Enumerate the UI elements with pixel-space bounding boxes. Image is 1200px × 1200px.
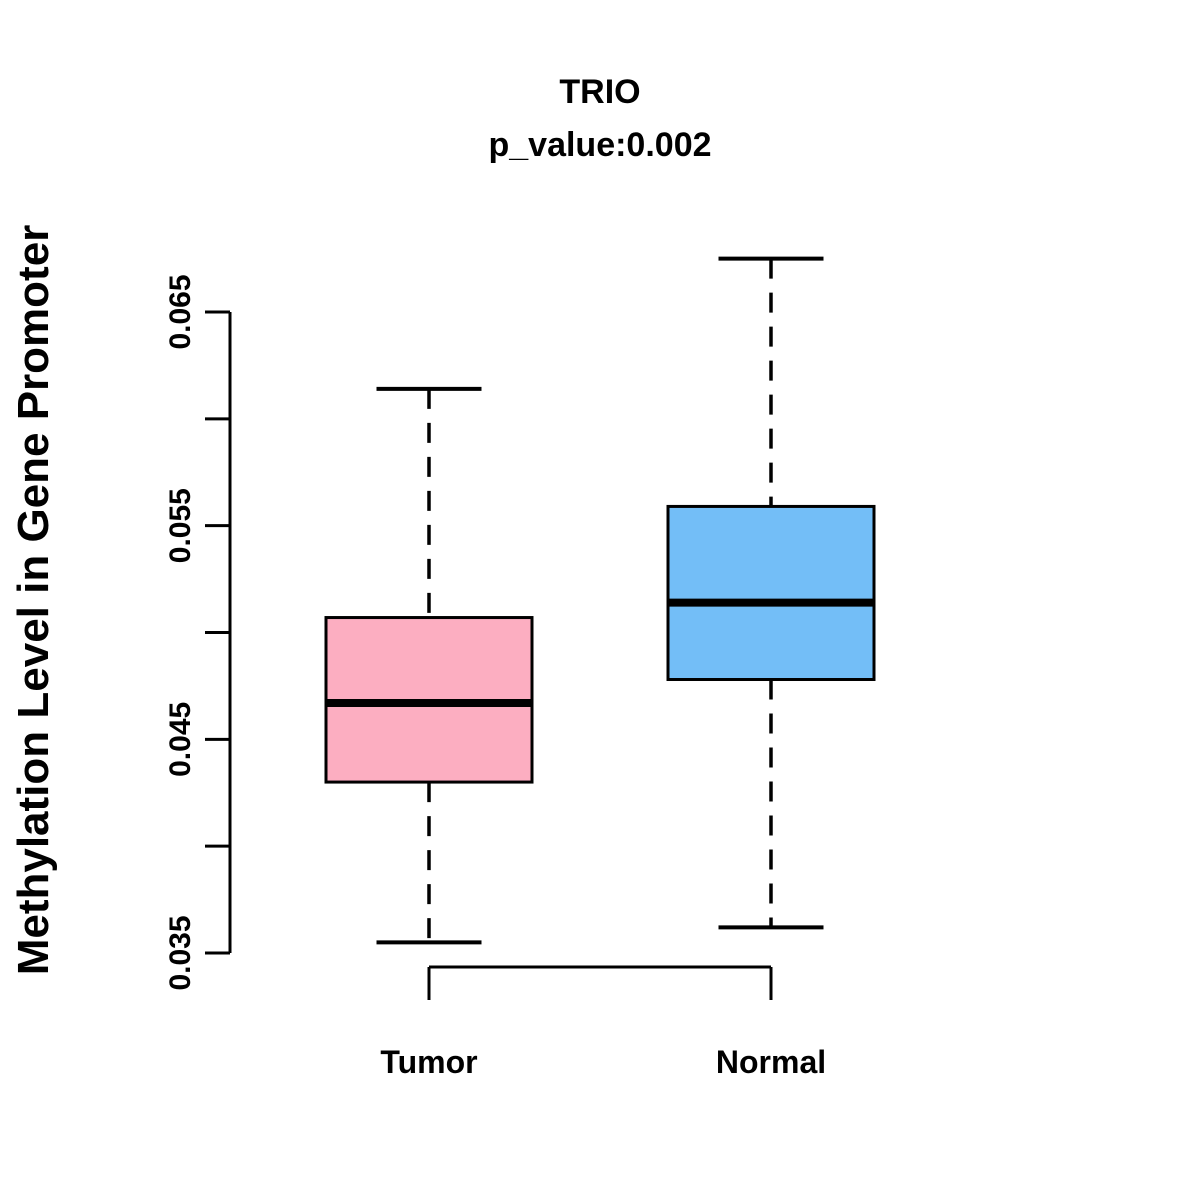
chart-title: TRIO [559, 73, 640, 111]
y-axis-label: Methylation Level in Gene Promoter [9, 225, 58, 976]
y-axis: 0.035 0.045 0.055 0.065 [164, 274, 232, 991]
y-axis-tick-label: 0.035 [164, 915, 197, 990]
y-axis-tick-label: 0.065 [164, 274, 197, 349]
chart-subtitle: p_value:0.002 [488, 126, 711, 164]
iqr-box [666, 504, 876, 682]
y-axis-tick-label: 0.045 [164, 702, 197, 777]
x-axis: Tumor Normal [380, 965, 826, 1080]
boxplot-tumor [324, 386, 534, 945]
x-axis-category-label-normal: Normal [716, 1044, 826, 1080]
boxplot-normal [666, 256, 876, 930]
x-axis-category-label-tumor: Tumor [380, 1044, 477, 1080]
y-axis-tick-label: 0.055 [164, 488, 197, 563]
boxplots [324, 256, 876, 945]
